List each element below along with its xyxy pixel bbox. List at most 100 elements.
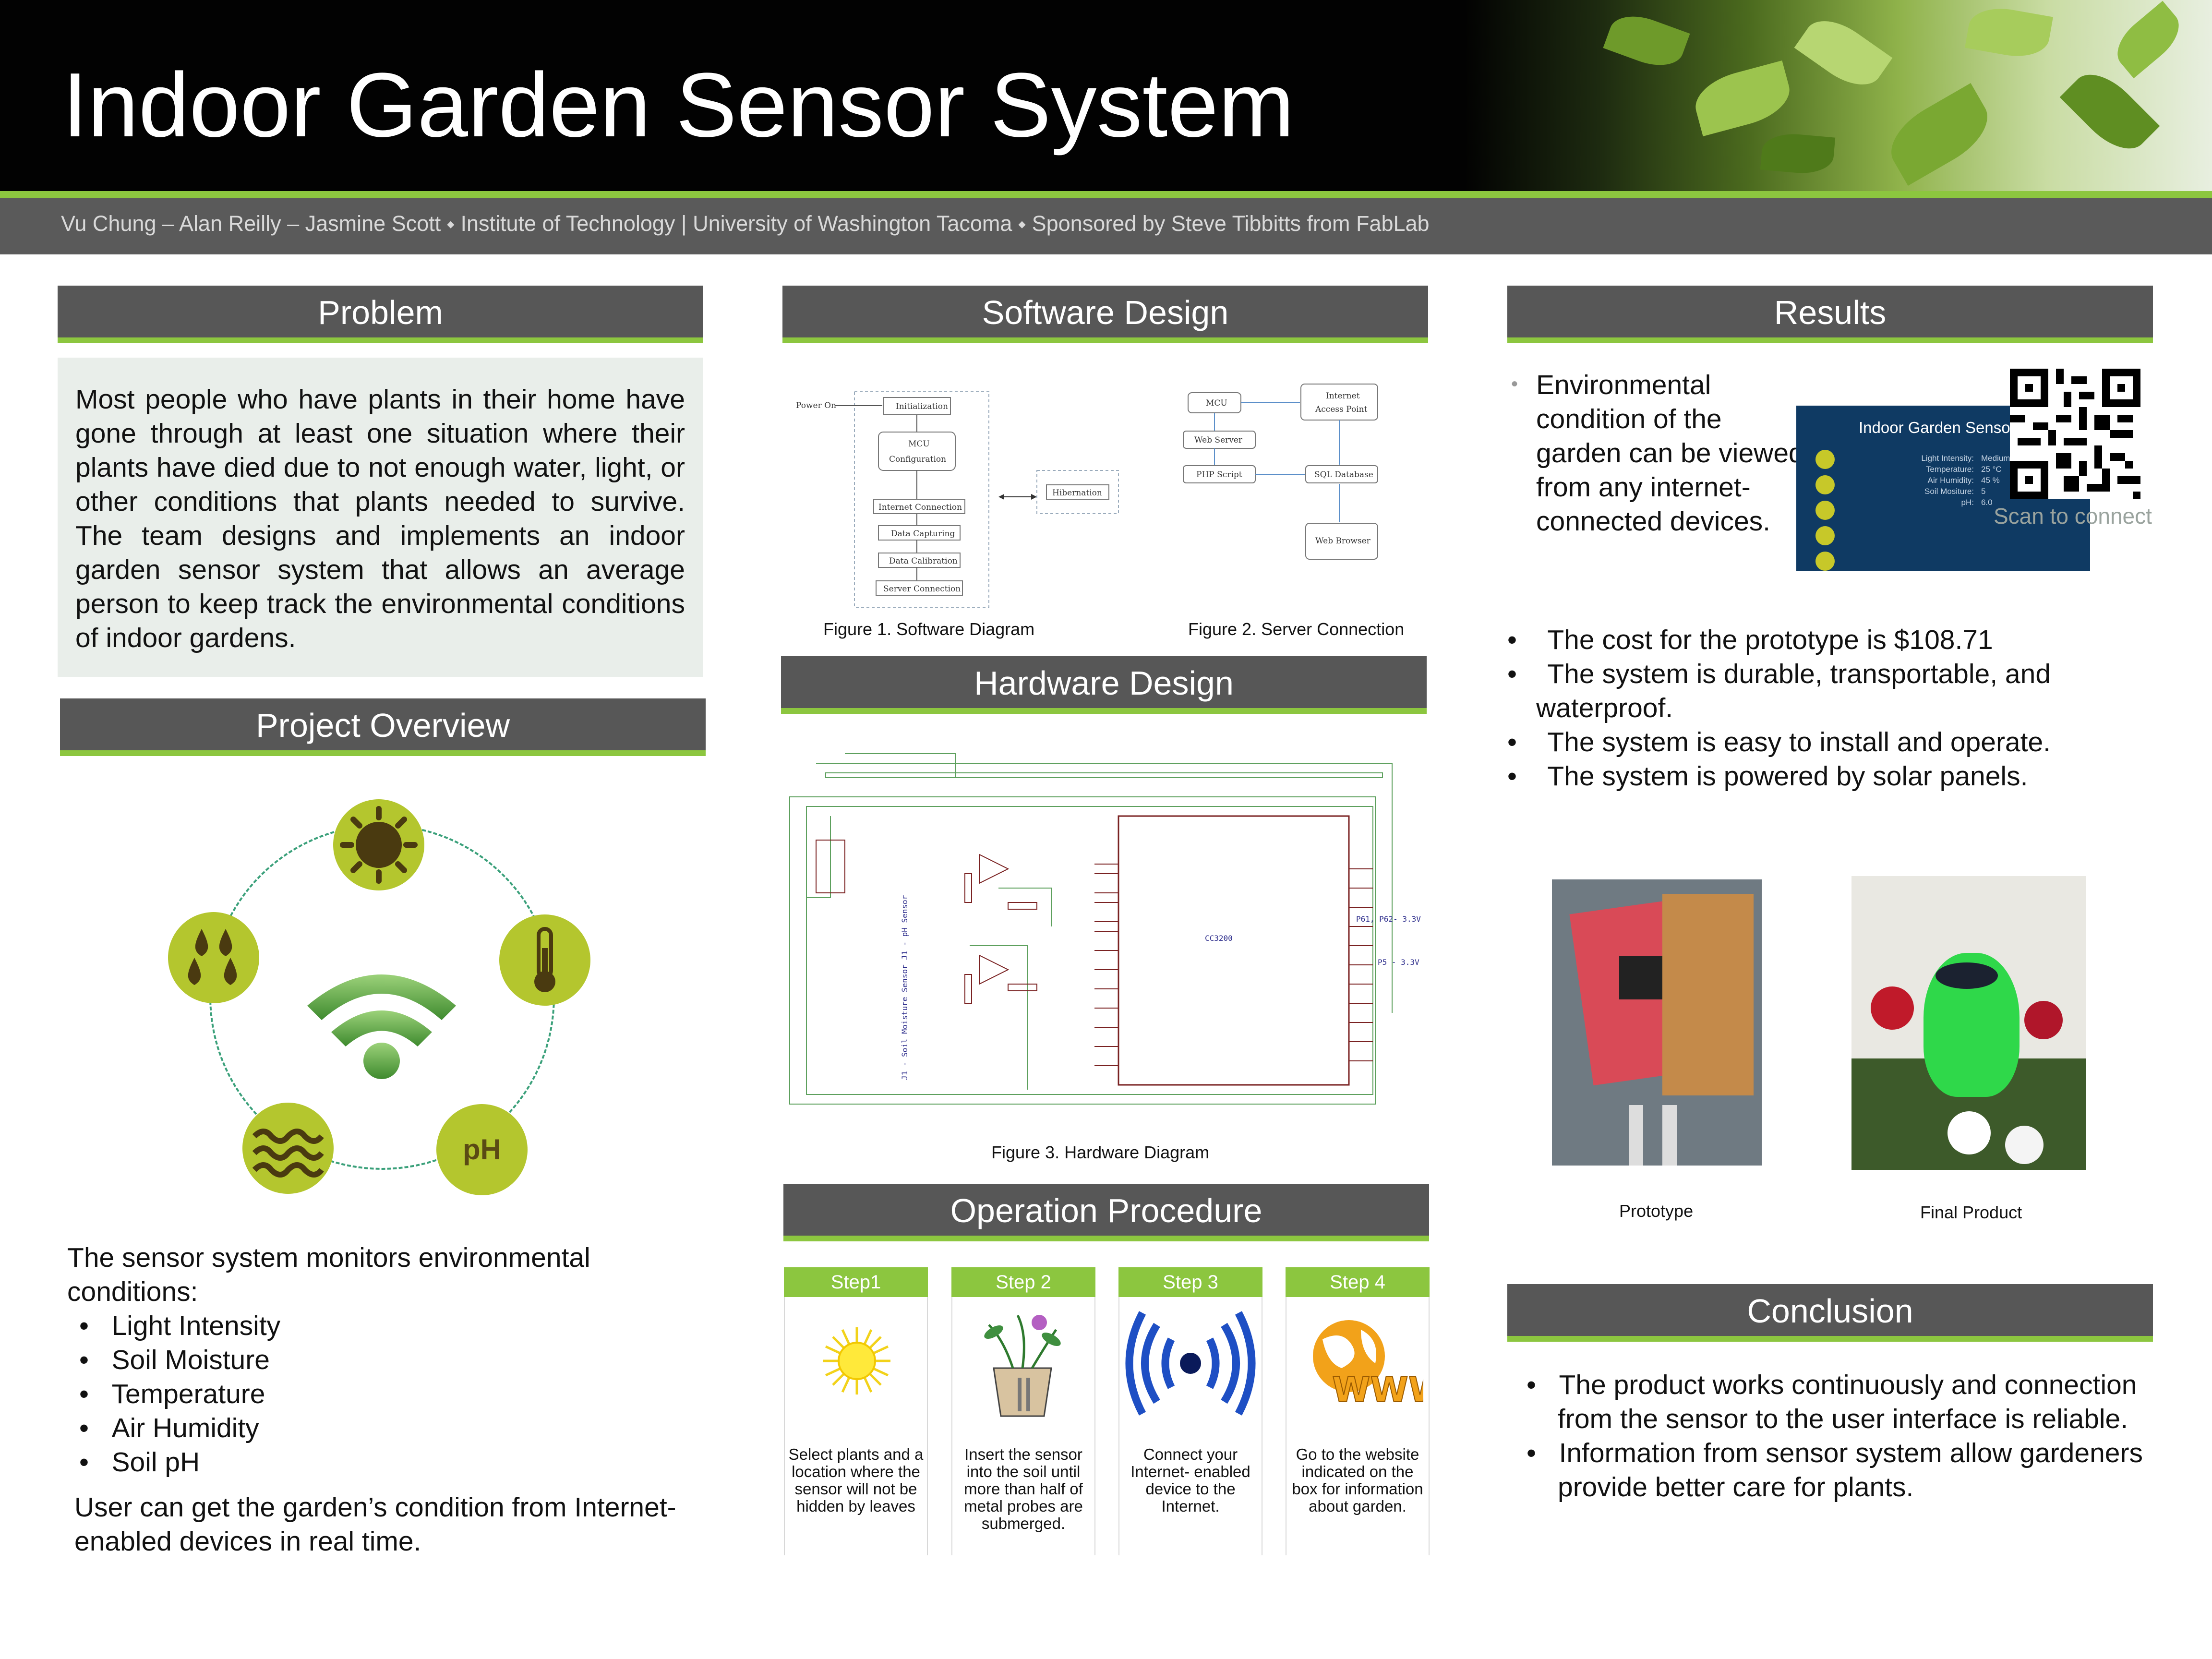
prototype-photo bbox=[1552, 879, 1762, 1166]
screen-labels: Light Intensity: Temperature: Air Humidi… bbox=[1921, 454, 1974, 507]
hardware-heading: Hardware Design bbox=[781, 656, 1427, 714]
screen-title: Indoor Garden Senso bbox=[1859, 419, 2010, 436]
results-item: • The cost for the prototype is $108.71 bbox=[1507, 625, 1993, 655]
server-diagram: MCU Internet Access Point Web Server PHP… bbox=[1183, 384, 1378, 560]
step-2-title: Step 2 bbox=[951, 1267, 1095, 1297]
www-globe-icon: WWW bbox=[1303, 1310, 1447, 1416]
results-item: • The system is powered by solar panels. bbox=[1507, 761, 2028, 792]
svg-text:J1 - Soil Moisture Sensor J1: J1 - Soil Moisture Sensor J1 - pH Sensor bbox=[900, 895, 909, 1080]
red-flower bbox=[1871, 986, 1914, 1030]
overview-heading: Project Overview bbox=[60, 698, 706, 756]
probe-right bbox=[1662, 1105, 1677, 1166]
plant-pot-icon bbox=[974, 1306, 1070, 1421]
step-4-title: Step 4 bbox=[1286, 1267, 1430, 1297]
header-divider bbox=[0, 191, 2212, 198]
svg-text:WWW: WWW bbox=[1332, 1370, 1423, 1410]
wifi-icon bbox=[302, 953, 461, 1082]
red-flower bbox=[2024, 1001, 2063, 1039]
svg-text:Web Browser: Web Browser bbox=[1315, 536, 1371, 546]
figure-2-caption: Figure 2. Server Connection bbox=[1188, 619, 1405, 639]
overview-item: • Air Humidity bbox=[79, 1413, 259, 1443]
hardware-schematic: CC3200 P61, P62- 3.3V P5 - 3.3V J1 - Soi… bbox=[789, 753, 1421, 1105]
step-1-text: Select plants and a location where the s… bbox=[788, 1445, 924, 1515]
sunshine-icon bbox=[821, 1325, 893, 1397]
chip bbox=[1619, 956, 1662, 999]
final-product-photo bbox=[1851, 876, 2086, 1170]
solar-panel bbox=[1936, 962, 1998, 989]
conclusion-list: • The product works continuously and con… bbox=[1527, 1368, 2179, 1504]
results-first-item: Environmental condition of the garden ca… bbox=[1536, 370, 1804, 537]
svg-text:MCU: MCU bbox=[908, 439, 930, 449]
perf-board bbox=[1662, 894, 1754, 1095]
problem-text: Most people who have plants in their hom… bbox=[75, 384, 685, 653]
screen-waves-icon bbox=[1815, 526, 1835, 545]
results-item: • The system is easy to install and oper… bbox=[1507, 727, 2051, 757]
overview-intro: The sensor system monitors environmental… bbox=[67, 1242, 590, 1307]
thermometer-icon bbox=[499, 914, 590, 1006]
step-4-text: Go to the website indicated on the box f… bbox=[1292, 1445, 1423, 1515]
ph-icon: pH bbox=[436, 1104, 528, 1195]
svg-text:Internet Connection: Internet Connection bbox=[878, 503, 962, 512]
header-banner: Indoor Garden Sensor System bbox=[0, 0, 2212, 191]
screen-values: Medium 25 °C 45 % 5 6.0 bbox=[1981, 454, 2010, 507]
ph-label: pH bbox=[463, 1133, 501, 1166]
poster-title: Indoor Garden Sensor System bbox=[62, 54, 1295, 156]
svg-text:Web Server: Web Server bbox=[1194, 435, 1243, 445]
probe-left bbox=[1629, 1105, 1643, 1166]
step-2-text: Insert the sensor into the soil until mo… bbox=[964, 1445, 1083, 1532]
step-4-column bbox=[1286, 1267, 1430, 1555]
overview-list: • Light Intensity • Soil Moisture • Temp… bbox=[79, 1309, 655, 1479]
step-3-title: Step 3 bbox=[1118, 1267, 1262, 1297]
wireless-signal-icon bbox=[1123, 1306, 1258, 1421]
conclusion-item: • Information from sensor system allow g… bbox=[1527, 1438, 2143, 1503]
scan-to-connect: Scan to connect bbox=[1994, 504, 2152, 529]
step-1-column bbox=[784, 1267, 928, 1555]
svg-text:Data Capturing: Data Capturing bbox=[891, 529, 955, 539]
results-heading: Results bbox=[1507, 286, 2153, 343]
authors-line: Vu Chung – Alan Reilly – Jasmine Scott ⬩… bbox=[61, 211, 1430, 236]
waves-icon bbox=[242, 1103, 334, 1194]
web-interface-screenshot: Indoor Garden Senso Light Intensity: Tem… bbox=[1796, 406, 2090, 571]
final-product-caption: Final Product bbox=[1920, 1202, 2022, 1222]
step-1-title: Step1 bbox=[784, 1267, 928, 1297]
operation-heading: Operation Procedure bbox=[783, 1184, 1429, 1241]
svg-text:Server Connection: Server Connection bbox=[883, 584, 961, 594]
water-drops-icon bbox=[168, 912, 259, 1003]
overview-item: • Soil Moisture bbox=[79, 1345, 270, 1375]
overview-closing: User can get the garden’s condition from… bbox=[74, 1492, 676, 1557]
svg-text:Internet: Internet bbox=[1326, 391, 1360, 401]
software-heading: Software Design bbox=[782, 286, 1428, 343]
svg-text:Initialization: Initialization bbox=[896, 402, 948, 411]
svg-text:Power On: Power On bbox=[796, 401, 836, 410]
svg-text:Access Point: Access Point bbox=[1315, 405, 1368, 414]
results-bullet: • bbox=[1511, 373, 1518, 395]
problem-heading: Problem bbox=[58, 286, 703, 343]
white-flower bbox=[2005, 1126, 2044, 1164]
author-bar bbox=[0, 198, 2212, 254]
conclusion-item: • The product works continuously and con… bbox=[1527, 1370, 2137, 1434]
svg-text:P61, P62- 3.3V: P61, P62- 3.3V bbox=[1356, 914, 1421, 924]
svg-text:Configuration: Configuration bbox=[889, 455, 946, 464]
leaf-photo bbox=[1464, 0, 2212, 191]
prototype-caption: Prototype bbox=[1619, 1201, 1694, 1221]
qr-code[interactable] bbox=[2010, 369, 2140, 499]
step-3-text: Connect your Internet- enabled device to… bbox=[1130, 1445, 1250, 1515]
step-3-column bbox=[1118, 1267, 1262, 1555]
svg-text:SQL Database: SQL Database bbox=[1314, 470, 1373, 480]
overview-item: • Temperature bbox=[79, 1379, 265, 1409]
screen-sun-icon bbox=[1815, 450, 1835, 469]
screen-drops-icon bbox=[1815, 501, 1835, 520]
overview-item: • Soil pH bbox=[79, 1447, 200, 1478]
svg-text:Hibernation: Hibernation bbox=[1052, 488, 1102, 498]
figure-3-caption: Figure 3. Hardware Diagram bbox=[991, 1142, 1210, 1162]
results-item: • The system is durable, transportable, … bbox=[1507, 659, 2051, 723]
svg-text:MCU: MCU bbox=[1206, 398, 1227, 408]
sun-icon bbox=[333, 799, 424, 890]
svg-text:CC3200: CC3200 bbox=[1205, 934, 1233, 943]
problem-box bbox=[58, 358, 703, 677]
screen-temp-icon bbox=[1815, 475, 1835, 494]
white-flower bbox=[1948, 1111, 1991, 1154]
step-2-column bbox=[951, 1267, 1095, 1555]
figure-1-caption: Figure 1. Software Diagram bbox=[823, 619, 1035, 639]
conclusion-heading: Conclusion bbox=[1507, 1284, 2153, 1342]
